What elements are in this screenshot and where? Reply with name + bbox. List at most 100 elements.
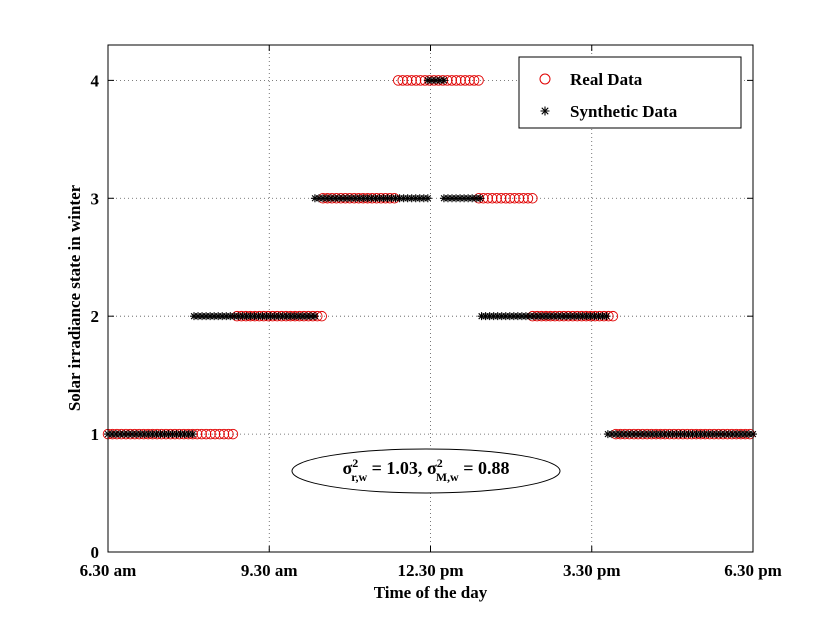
synthetic-data-point: [399, 194, 408, 203]
synthetic-data-point: [367, 194, 376, 203]
synthetic-data-point: [431, 76, 440, 85]
synthetic-data-point: [615, 430, 624, 439]
synthetic-data-point: [403, 194, 412, 203]
real-data-point: [410, 75, 422, 86]
real-data-point: [468, 75, 480, 86]
synthetic-data-point: [234, 312, 243, 321]
synthetic-data-point: [529, 312, 538, 321]
sigma-r-value: = 1.03,: [367, 458, 427, 478]
synthetic-data-point: [736, 430, 745, 439]
synthetic-data-point: [708, 430, 717, 439]
x-axis-label: Time of the day: [374, 583, 488, 602]
real-data-point: [527, 193, 538, 204]
synthetic-data-point: [620, 430, 628, 439]
synthetic-data-point: [712, 430, 721, 439]
data-markers: [102, 75, 757, 440]
synthetic-data-point: [521, 312, 530, 321]
synthetic-data-point: [319, 194, 327, 203]
synthetic-data-point: [696, 430, 705, 439]
synthetic-data-point: [472, 194, 481, 203]
real-data-point: [518, 193, 529, 204]
legend-box: [518, 56, 742, 129]
real-data-point: [509, 193, 520, 204]
real-data-point: [473, 75, 484, 86]
x-tick-label: 6.30 pm: [724, 561, 782, 580]
synthetic-data-point: [395, 194, 404, 203]
legend-marker-synthetic: [540, 106, 550, 116]
synthetic-data-point: [222, 312, 231, 321]
synthetic-data-point: [176, 430, 185, 439]
synthetic-data-point: [648, 430, 657, 439]
real-data-point: [397, 75, 408, 86]
synthetic-data-point: [270, 312, 279, 321]
synthetic-data-point: [194, 312, 203, 321]
real-data-point: [464, 75, 475, 86]
synthetic-data-point: [262, 312, 271, 321]
axis-ticks: 6.30 am 9.30 am 12.30 pm 3.30 pm 6.30 pm 0 1 2 3…: [80, 45, 782, 580]
synthetic-data-point: [513, 312, 522, 321]
real-data-point: [223, 428, 234, 440]
synthetic-data-point: [294, 312, 303, 321]
synthetic-data-point: [323, 194, 332, 203]
synthetic-data-point: [168, 430, 177, 439]
synthetic-data-point: [184, 430, 193, 439]
synthetic-data-point: [611, 430, 620, 439]
synthetic-data-point: [383, 194, 392, 203]
y-tick-label: 2: [91, 307, 100, 326]
real-data-point: [209, 428, 221, 440]
synthetic-data-point: [720, 430, 729, 439]
synthetic-data-point: [188, 430, 197, 439]
synthetic-data-point: [310, 312, 319, 321]
synthetic-data-point: [439, 194, 448, 203]
synthetic-data-point: [607, 430, 616, 439]
synthetic-data-point: [704, 430, 713, 439]
real-data-point: [401, 75, 413, 86]
synthetic-data-point: [160, 430, 169, 439]
synthetic-data-point: [497, 312, 506, 321]
synthetic-data-point: [684, 430, 693, 439]
synthetic-data-point: [460, 194, 469, 203]
synthetic-data-point: [468, 194, 477, 203]
synthetic-data-point: [628, 430, 637, 439]
y-tick-label: 3: [91, 189, 100, 208]
synthetic-data-point: [676, 430, 685, 439]
synthetic-data-point: [452, 194, 461, 203]
real-data-point: [218, 428, 230, 440]
synthetic-data-point: [327, 194, 336, 203]
synthetic-data-point: [306, 312, 315, 321]
real-data-point: [504, 193, 516, 204]
synthetic-data-point: [180, 430, 189, 439]
synthetic-data-point: [443, 194, 452, 203]
synthetic-data-point: [652, 430, 661, 439]
synthetic-data-point: [335, 194, 344, 203]
synthetic-data-point: [574, 312, 583, 321]
sigma-r-subscript: r,w: [351, 470, 367, 484]
real-data-point: [459, 75, 471, 86]
synthetic-data-point: [152, 430, 161, 439]
synthetic-data-point: [558, 312, 567, 321]
synthetic-data-point: [517, 312, 526, 321]
synthetic-data-point: [314, 194, 323, 203]
synthetic-data-point: [570, 312, 579, 321]
synthetic-data-point: [632, 430, 641, 439]
synthetic-data-point: [435, 76, 444, 85]
y-axis-label: Solar irradiance state in winter: [65, 184, 84, 411]
synthetic-data-point: [258, 312, 267, 321]
synthetic-data-point: [680, 430, 689, 439]
synthetic-data-point: [343, 194, 352, 203]
synthetic-data-point: [298, 312, 307, 321]
synthetic-data-point: [266, 312, 275, 321]
synthetic-data-point: [136, 430, 145, 439]
synthetic-data-point: [112, 430, 121, 439]
synthetic-data-point: [448, 194, 456, 203]
synthetic-data-point: [419, 194, 428, 203]
real-data-point: [406, 75, 417, 86]
synthetic-data-point: [509, 312, 518, 321]
synthetic-data-point: [700, 430, 709, 439]
legend: Real Data Synthetic Data: [518, 56, 742, 129]
synthetic-data-point: [124, 430, 133, 439]
x-tick-label: 12.30 pm: [397, 561, 463, 580]
synthetic-data-point: [692, 430, 701, 439]
synthetic-data-point: [202, 312, 211, 321]
